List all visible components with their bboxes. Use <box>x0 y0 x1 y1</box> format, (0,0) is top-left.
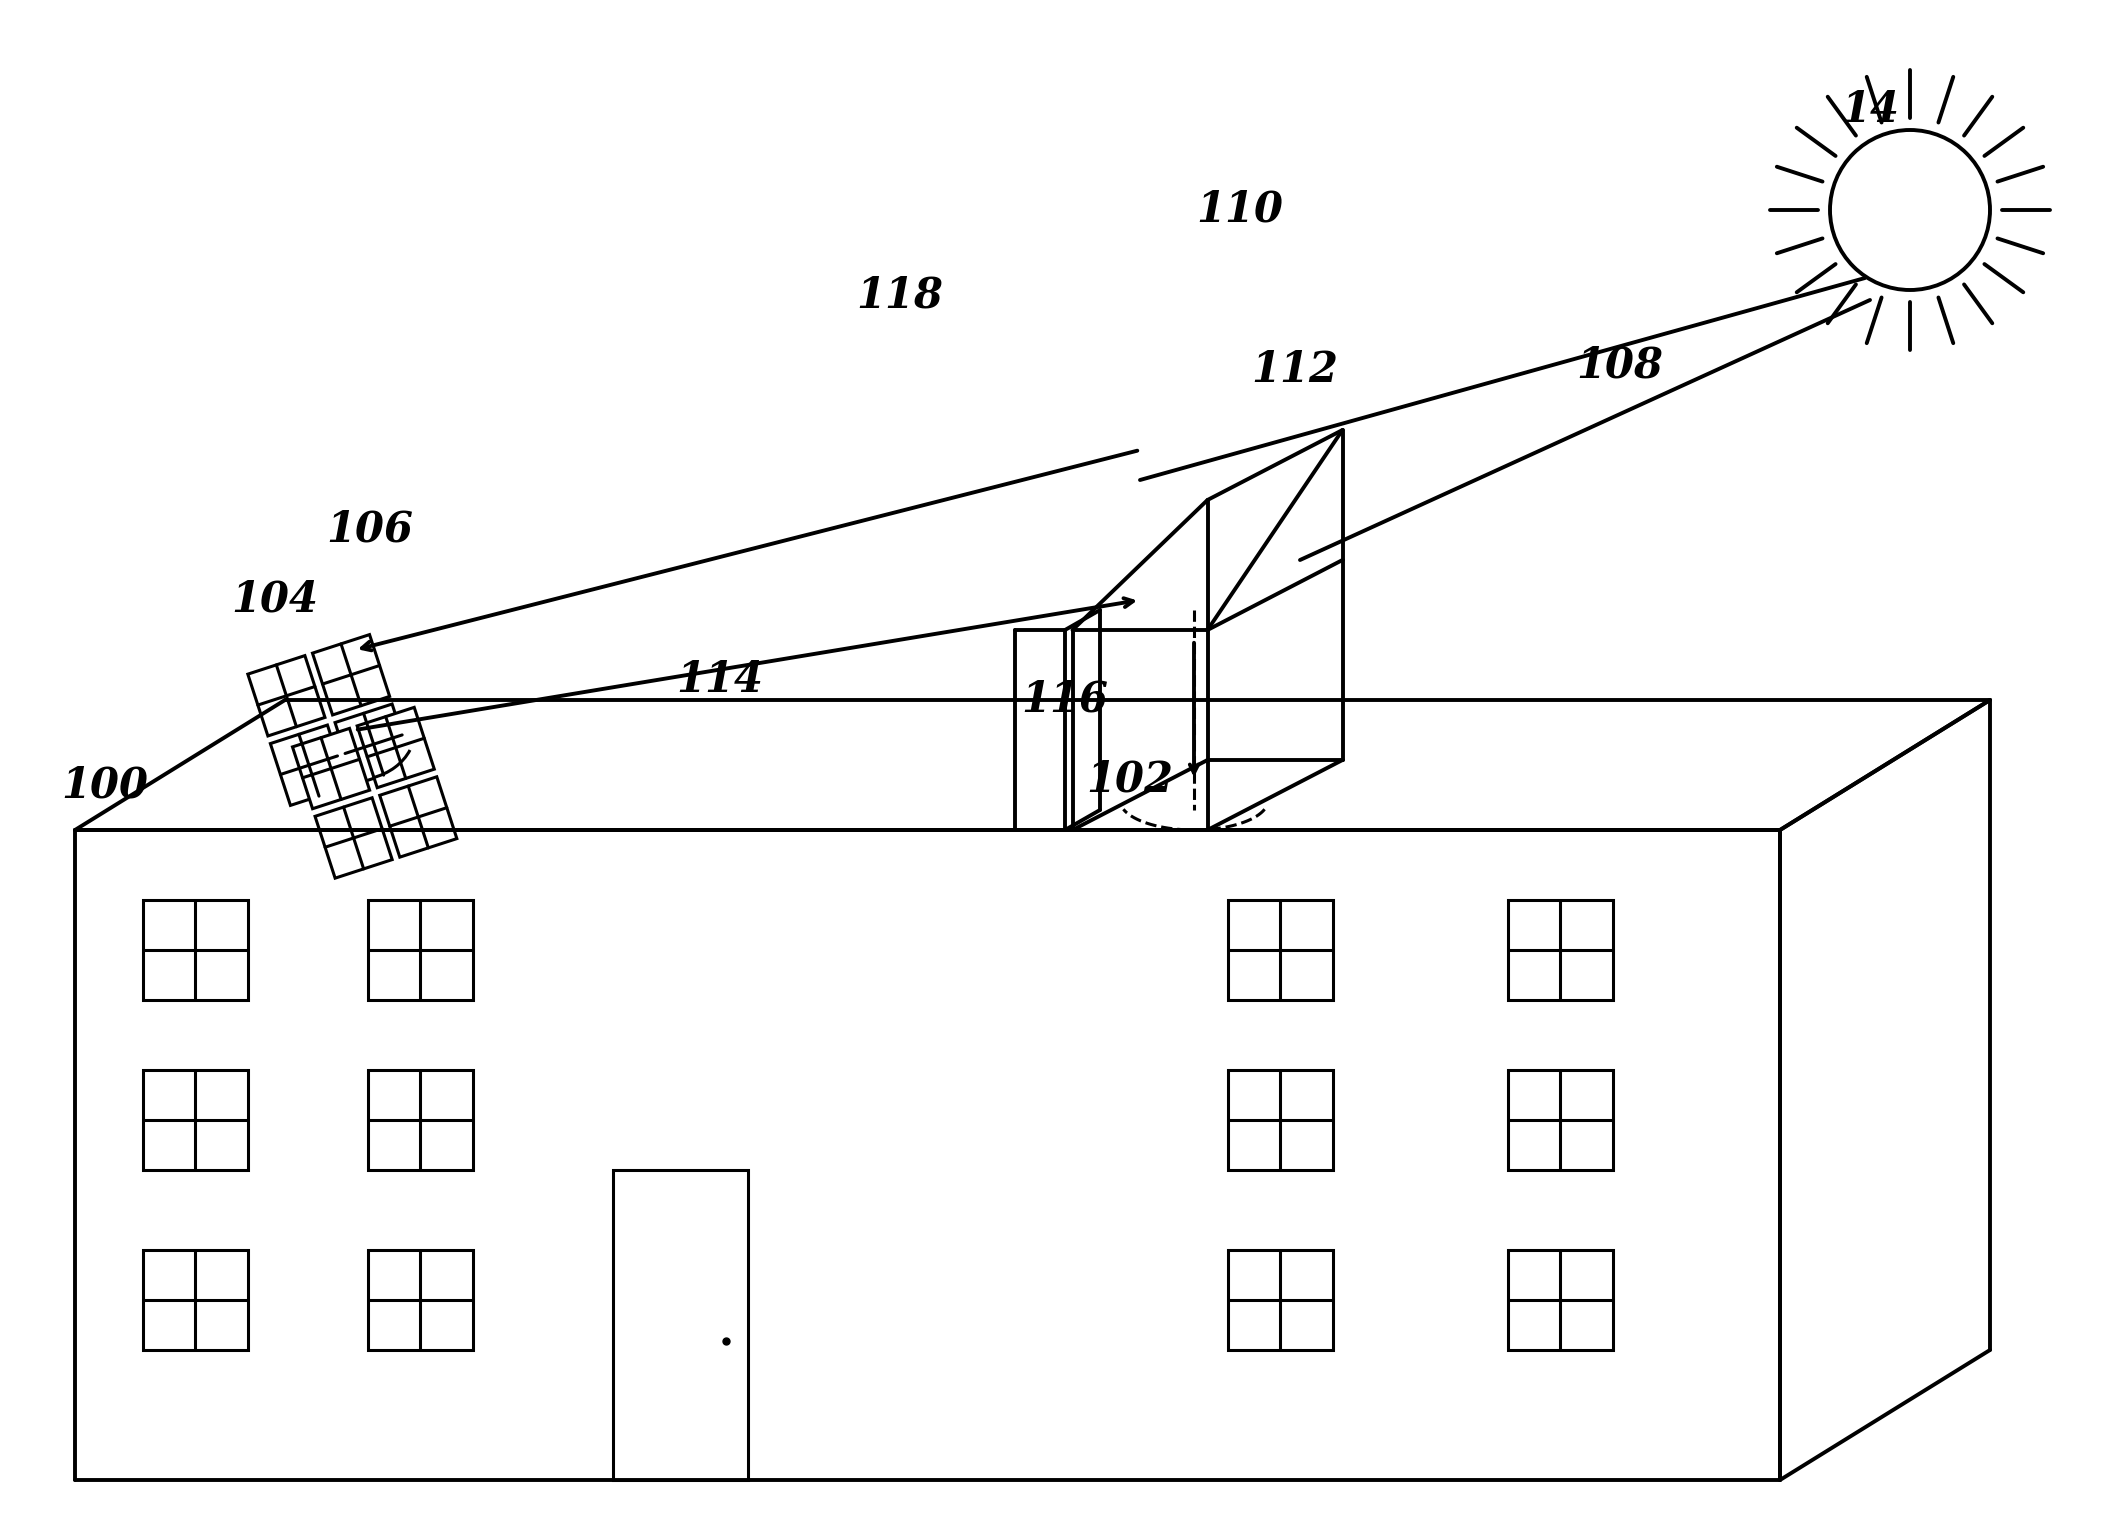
Text: 118: 118 <box>857 275 944 316</box>
Bar <box>1228 1249 1332 1350</box>
Bar <box>368 900 472 1000</box>
Bar <box>368 1249 472 1350</box>
Text: 104: 104 <box>231 578 318 621</box>
Polygon shape <box>334 704 413 785</box>
Circle shape <box>1829 131 1990 290</box>
Bar <box>1228 900 1332 1000</box>
Text: 108: 108 <box>1577 345 1664 386</box>
Text: 14: 14 <box>1842 90 1899 131</box>
Bar <box>142 900 248 1000</box>
Bar <box>1228 1070 1332 1170</box>
Polygon shape <box>379 777 457 858</box>
Text: 102: 102 <box>1086 759 1173 802</box>
Text: 116: 116 <box>1023 679 1109 721</box>
Polygon shape <box>271 726 347 806</box>
Text: 114: 114 <box>677 659 764 701</box>
Polygon shape <box>248 656 326 736</box>
Text: 100: 100 <box>61 764 148 806</box>
Text: 106: 106 <box>326 509 413 551</box>
Bar <box>142 1070 248 1170</box>
Bar <box>142 1249 248 1350</box>
Bar <box>1507 1070 1613 1170</box>
Text: 110: 110 <box>1196 190 1283 231</box>
Bar <box>1507 900 1613 1000</box>
Polygon shape <box>292 729 370 809</box>
Text: 112: 112 <box>1251 349 1338 392</box>
Bar <box>1507 1249 1613 1350</box>
Polygon shape <box>358 707 434 788</box>
Polygon shape <box>315 798 392 877</box>
Bar <box>368 1070 472 1170</box>
Polygon shape <box>313 635 390 715</box>
Bar <box>612 1170 747 1480</box>
